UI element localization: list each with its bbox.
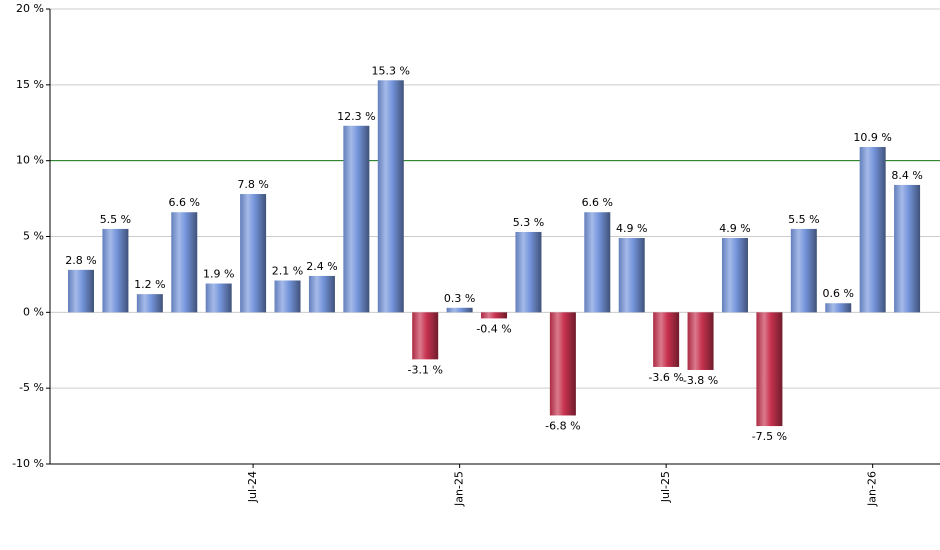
value-label: -6.8 %: [545, 419, 580, 432]
value-label: -3.6 %: [648, 371, 683, 384]
bar: [481, 312, 508, 319]
value-label: 2.1 %: [272, 264, 303, 277]
value-label: 5.5 %: [100, 213, 131, 226]
y-tick-label: 0 %: [23, 305, 44, 318]
value-label: 12.3 %: [337, 110, 375, 123]
bar: [377, 80, 404, 313]
value-label: 8.4 %: [891, 169, 922, 182]
x-tick-label: Jul-25: [659, 471, 672, 503]
bar: [515, 231, 542, 313]
value-label: 6.6 %: [169, 196, 200, 209]
bar: [205, 283, 232, 313]
bar: [790, 228, 817, 313]
bar: [721, 238, 748, 313]
value-label: 0.6 %: [823, 287, 854, 300]
bar: [446, 307, 473, 313]
x-tick-label: Jan-26: [866, 471, 879, 507]
value-label: 4.9 %: [719, 222, 750, 235]
value-label: 1.2 %: [134, 278, 165, 291]
bar: [240, 194, 267, 313]
bar: [549, 312, 576, 416]
bar: [687, 312, 714, 370]
value-label: -3.8 %: [683, 374, 718, 387]
x-tick-label: Jan-25: [453, 471, 466, 507]
bar: [68, 269, 94, 313]
x-tick-label: Jul-24: [246, 471, 259, 503]
y-tick-label: 15 %: [16, 78, 44, 91]
bar: [274, 280, 301, 313]
bar: [102, 228, 129, 313]
bar: [859, 147, 886, 313]
value-label: 2.8 %: [65, 254, 96, 267]
bar: [584, 212, 611, 313]
value-label: 7.8 %: [237, 178, 268, 191]
bar: [894, 184, 921, 313]
bar: [343, 125, 370, 313]
y-tick-label: 20 %: [16, 2, 44, 15]
value-label: 10.9 %: [853, 131, 891, 144]
value-label: -7.5 %: [752, 430, 787, 443]
value-label: -3.1 %: [407, 363, 442, 376]
value-label: 15.3 %: [372, 64, 410, 77]
y-tick-label: -10 %: [12, 457, 44, 470]
value-label: 0.3 %: [444, 292, 475, 305]
value-label: 2.4 %: [306, 260, 337, 273]
value-label: 5.5 %: [788, 213, 819, 226]
bar: [653, 312, 680, 367]
bar: [308, 275, 335, 313]
y-tick-label: -5 %: [19, 381, 44, 394]
value-label: 5.3 %: [513, 216, 544, 229]
bar: [618, 238, 645, 313]
bar: [756, 312, 783, 427]
y-tick-label: 5 %: [23, 230, 44, 243]
value-label: 4.9 %: [616, 222, 647, 235]
y-tick-label: 10 %: [16, 154, 44, 167]
bar: [171, 212, 198, 313]
bar: [825, 303, 852, 313]
bar: [412, 312, 439, 360]
value-label: 1.9 %: [203, 268, 234, 281]
bar: [136, 294, 163, 313]
value-label: -0.4 %: [476, 322, 511, 335]
value-label: 6.6 %: [582, 196, 613, 209]
